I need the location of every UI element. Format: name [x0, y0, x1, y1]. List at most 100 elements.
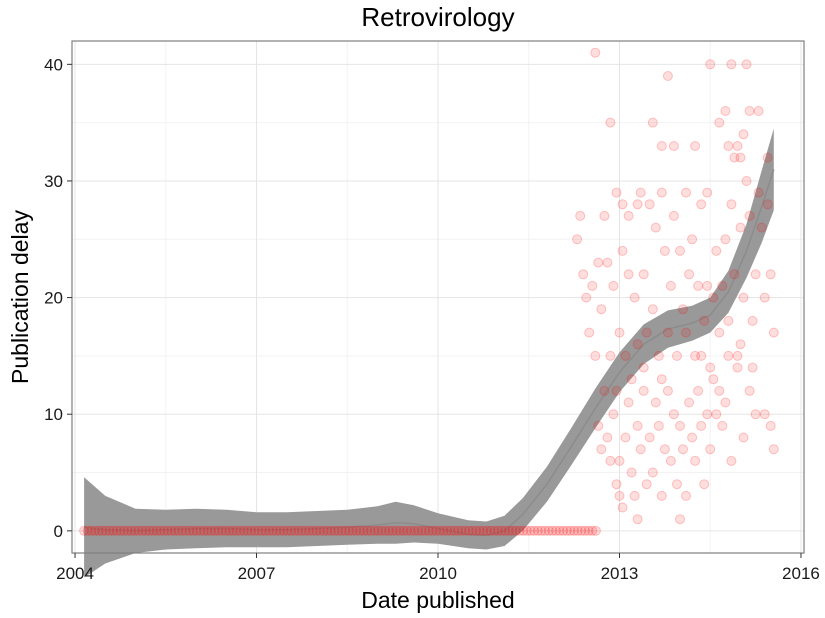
data-point: [511, 525, 521, 536]
data-point: [602, 432, 613, 443]
data-point: [587, 525, 598, 536]
data-point: [732, 350, 743, 361]
data-point: [90, 525, 100, 536]
data-point: [238, 525, 249, 536]
data-point: [620, 432, 631, 443]
data-point: [575, 210, 586, 221]
data-point: [696, 350, 707, 361]
data-point: [347, 525, 358, 536]
data-point: [653, 420, 664, 431]
data-point: [333, 525, 344, 536]
data-point: [478, 525, 489, 536]
data-point: [584, 327, 595, 338]
data-point: [482, 525, 492, 536]
data-point: [503, 525, 514, 536]
data-point: [583, 525, 594, 536]
data-point: [699, 479, 710, 490]
data-point: [768, 444, 779, 455]
data-point: [231, 525, 242, 536]
data-point: [611, 187, 622, 198]
data-point: [246, 525, 257, 536]
data-point: [500, 525, 511, 536]
data-point: [569, 525, 580, 536]
data-point: [580, 525, 590, 536]
data-point: [641, 479, 652, 490]
data-point: [629, 292, 640, 303]
data-point: [578, 269, 589, 280]
data-point: [623, 269, 634, 280]
data-point: [635, 187, 646, 198]
data-point: [413, 525, 423, 536]
data-point: [768, 327, 779, 338]
scatter-points: [572, 47, 779, 525]
data-point: [702, 280, 713, 291]
data-point: [587, 280, 598, 291]
data-point: [293, 525, 304, 536]
data-point: [558, 525, 569, 536]
data-point: [282, 525, 293, 536]
data-point: [340, 525, 351, 536]
data-point: [173, 525, 184, 536]
data-point: [617, 502, 628, 513]
data-point: [638, 362, 649, 373]
data-point: [705, 444, 716, 455]
data-point: [460, 525, 471, 536]
data-point: [184, 525, 195, 536]
data-point: [735, 152, 746, 163]
data-point: [453, 525, 463, 536]
data-point: [720, 106, 731, 116]
data-point: [467, 525, 478, 536]
data-point: [608, 280, 619, 291]
data-point: [267, 525, 278, 536]
data-point: [732, 141, 743, 151]
data-point: [108, 525, 119, 536]
data-point: [720, 397, 731, 408]
data-point: [599, 385, 610, 396]
data-point: [402, 525, 413, 536]
data-point: [521, 525, 532, 536]
x-tick-label: 2004: [56, 564, 94, 583]
data-point: [355, 525, 365, 536]
data-point: [387, 525, 398, 536]
data-point: [681, 187, 691, 198]
data-point: [632, 514, 643, 525]
data-point: [593, 257, 604, 268]
data-point: [463, 525, 474, 536]
data-point: [714, 117, 725, 128]
data-point: [376, 525, 387, 536]
data-point: [675, 245, 685, 256]
data-point: [572, 234, 583, 245]
data-point: [551, 525, 561, 536]
data-point: [647, 304, 658, 315]
data-point: [300, 525, 311, 536]
data-point: [384, 525, 394, 536]
data-point: [162, 525, 173, 536]
zero-delay-points: [79, 525, 601, 536]
data-point: [684, 269, 695, 280]
data-point: [611, 385, 622, 396]
data-point: [659, 245, 670, 256]
data-point: [696, 199, 707, 210]
data-point: [532, 525, 543, 536]
data-point: [82, 525, 93, 536]
data-point: [656, 374, 667, 385]
data-point: [311, 525, 322, 536]
data-point: [416, 525, 427, 536]
data-point: [675, 420, 685, 431]
data-point: [717, 420, 728, 431]
data-point: [665, 280, 676, 291]
data-point: [690, 141, 701, 151]
data-point: [635, 444, 646, 455]
data-point: [177, 525, 188, 536]
data-point: [206, 525, 217, 536]
data-point: [264, 525, 275, 536]
data-point: [750, 409, 761, 420]
x-tick-label: 2007: [238, 564, 276, 583]
data-point: [753, 106, 764, 116]
data-point: [518, 525, 529, 536]
data-point: [322, 525, 333, 536]
data-point: [629, 490, 640, 501]
data-point: [617, 245, 628, 256]
data-point: [738, 292, 749, 303]
